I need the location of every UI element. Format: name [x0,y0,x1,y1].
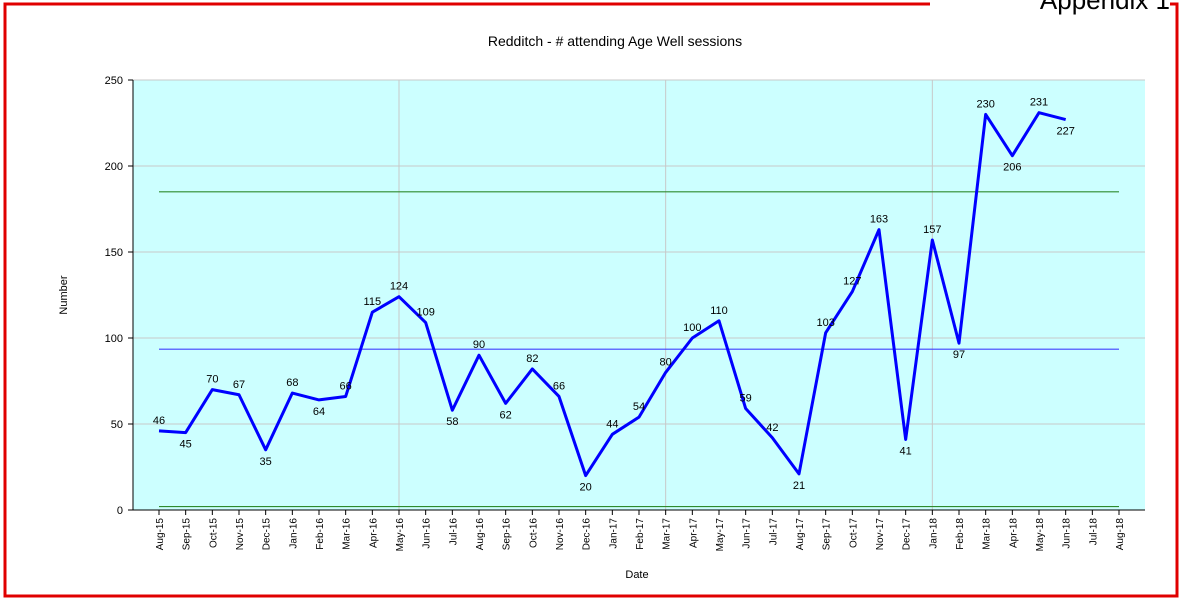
x-axis-label: Date [625,569,648,581]
data-label: 45 [180,439,192,451]
y-tick-label: 50 [111,419,123,431]
x-tick-label: Sep-16 [502,518,513,551]
x-tick-label: Apr-17 [688,518,699,548]
data-label: 21 [793,480,805,492]
y-axis-label: Number [58,275,70,314]
x-tick-label: Mar-18 [982,518,993,550]
x-tick-label: Jan-17 [608,518,619,549]
x-tick-label: Dec-16 [582,518,593,551]
x-tick-label: Jun-17 [742,518,753,549]
data-label: 80 [660,356,672,368]
data-label: 70 [206,374,218,386]
x-tick-label: Feb-18 [955,518,966,550]
x-tick-label: Jul-16 [448,518,459,546]
x-tick-label: Nov-16 [555,518,566,551]
data-label: 46 [153,415,165,427]
x-tick-label: Oct-16 [528,518,539,548]
data-label: 68 [286,377,298,389]
y-tick-label: 150 [105,247,123,259]
data-label: 35 [260,456,272,468]
data-label: 163 [870,214,888,226]
frame [3,2,1179,598]
data-label: 230 [976,98,994,110]
x-tick-label: Apr-16 [368,518,379,548]
x-tick-label: Dec-17 [902,518,913,551]
y-tick-label: 0 [117,505,123,517]
data-label: 66 [553,380,565,392]
data-label: 42 [766,422,778,434]
data-label: 100 [683,322,701,334]
x-tick-label: Mar-16 [342,518,353,550]
data-label: 103 [816,317,834,329]
data-label: 54 [633,401,645,413]
x-tick-label: Aug-17 [795,518,806,551]
data-label: 67 [233,379,245,391]
x-tick-label: Jul-18 [1088,518,1099,546]
data-label: 62 [500,409,512,421]
y-tick-label: 250 [105,75,123,87]
x-tick-label: Jan-18 [928,518,939,549]
data-label: 66 [340,380,352,392]
data-label: 44 [606,418,618,430]
x-tick-label: Aug-18 [1115,518,1126,551]
data-label: 59 [740,393,752,405]
x-tick-label: May-16 [395,518,406,552]
data-line [158,111,1067,478]
x-tick-label: Oct-17 [848,518,859,548]
data-label: 157 [923,224,941,236]
header-text: Appendix 1 [1040,0,1170,15]
x-tick-label: Jul-17 [768,518,779,546]
x-tick-label: Nov-17 [875,518,886,551]
chart-title: Redditch - # attending Age Well sessions [488,33,742,49]
x-tick-label: Jun-18 [1062,518,1073,549]
data-label: 20 [580,482,592,494]
data-label: 227 [1056,126,1074,138]
data-label: 58 [446,416,458,428]
x-tick-label: Aug-15 [155,518,166,551]
x-tick-label: May-17 [715,518,726,552]
data-label: 90 [473,339,485,351]
x-tick-label: Feb-17 [635,518,646,550]
data-label: 109 [416,307,434,319]
x-tick-label: Mar-17 [662,518,673,550]
plot-area [133,80,1145,510]
x-tick-label: May-18 [1035,518,1046,552]
x-tick-label: Jan-16 [288,518,299,549]
data-label: 231 [1030,97,1048,109]
x-tick-label: Feb-16 [315,518,326,550]
data-label: 206 [1003,162,1021,174]
y-tick-label: 200 [105,161,123,173]
x-tick-label: Apr-18 [1008,518,1019,548]
data-label: 64 [313,406,325,418]
data-label: 127 [843,276,861,288]
header-mask [930,0,1170,14]
x-tick-label: Dec-15 [262,518,273,551]
x-tick-label: Nov-15 [235,518,246,551]
x-tick-label: Sep-15 [182,518,193,551]
data-label: 82 [526,353,538,365]
x-tick-label: Aug-16 [475,518,486,551]
data-label: 97 [953,349,965,361]
data-label: 124 [390,281,408,293]
data-label: 110 [710,305,728,317]
data-label: 115 [364,296,382,308]
x-tick-label: Jun-16 [422,518,433,549]
x-tick-label: Oct-15 [208,518,219,548]
y-tick-label: 100 [105,333,123,345]
x-tick-label: Sep-17 [822,518,833,551]
data-label: 41 [900,445,912,457]
